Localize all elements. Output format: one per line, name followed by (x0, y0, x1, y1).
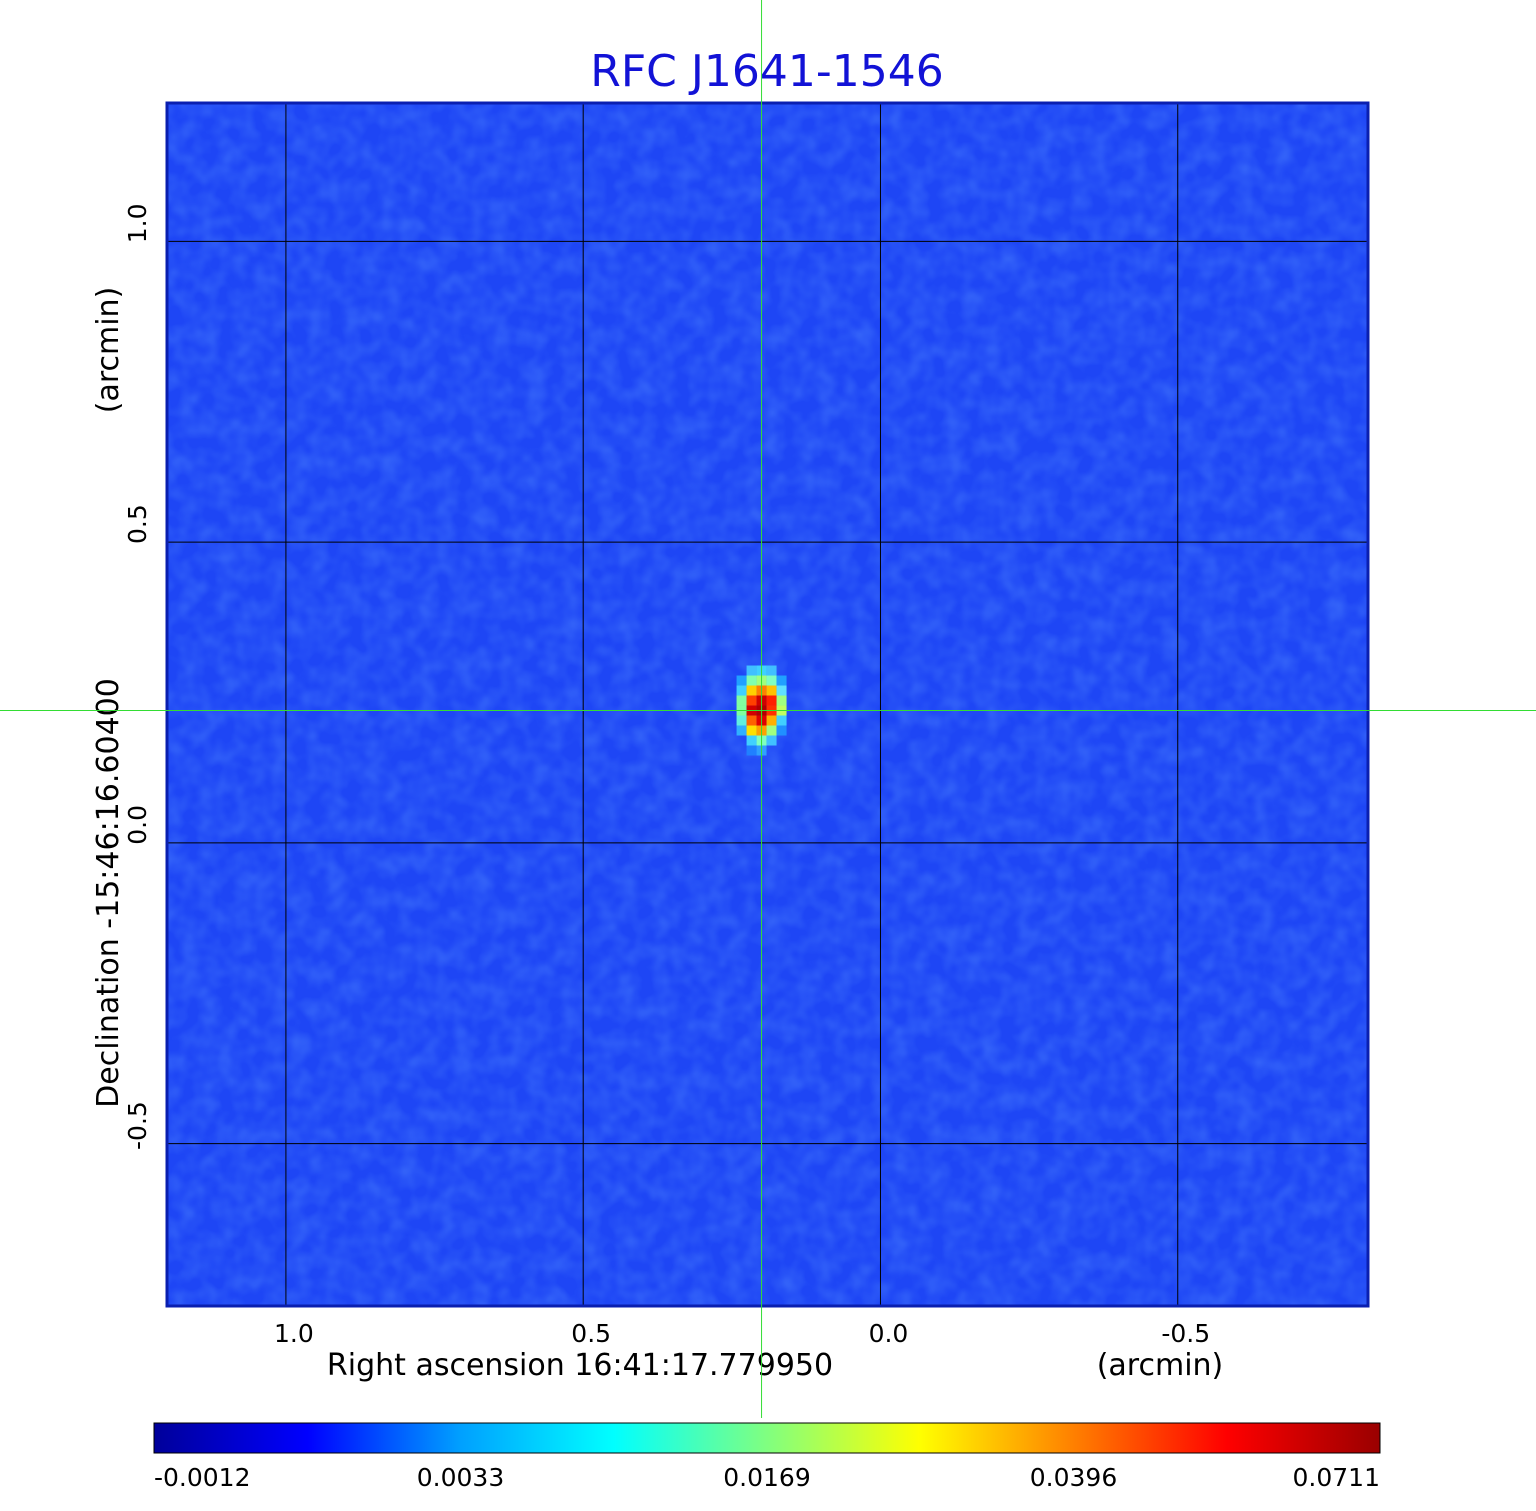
y-axis-unit: (arcmin) (91, 287, 126, 414)
x-tick-label: -0.5 (1161, 1319, 1210, 1348)
colorbar-tick-label: 0.0711 (1293, 1463, 1380, 1492)
source-pixel (746, 665, 757, 676)
source-pixel (746, 735, 757, 746)
x-axis-label: Right ascension 16:41:17.779950 (327, 1348, 833, 1383)
source-pixel (736, 695, 747, 706)
source-pixel (766, 665, 777, 676)
source-pixel (746, 685, 757, 696)
source-pixel (776, 685, 787, 696)
x-tick-label: 0.0 (869, 1319, 909, 1348)
source-pixel (736, 675, 747, 686)
x-axis-unit: (arcmin) (1097, 1348, 1224, 1383)
y-tick-label: 0.5 (123, 504, 152, 544)
y-tick-label: 1.0 (123, 203, 152, 243)
source-pixel (736, 685, 747, 696)
source-pixel (776, 695, 787, 706)
source-pixel (766, 715, 777, 726)
source-pixel (776, 715, 787, 726)
source-pixel (766, 685, 777, 696)
y-tick-label: 0.0 (123, 805, 152, 845)
source-pixel (746, 745, 757, 756)
x-tick-label: 1.0 (274, 1319, 314, 1348)
source-pixel (766, 695, 777, 706)
source-pixel (746, 725, 757, 736)
x-tick-label: 0.5 (571, 1319, 611, 1348)
source-pixel (766, 725, 777, 736)
colorbar: -0.0012 0.0033 0.0169 0.0396 0.0711 (153, 1422, 1381, 1492)
plot-area (165, 101, 1370, 1308)
chart-title: RFC J1641-1546 (590, 46, 943, 97)
colorbar-ticks: -0.0012 0.0033 0.0169 0.0396 0.0711 (154, 1463, 1380, 1492)
colorbar-tick-label: -0.0012 (154, 1463, 251, 1492)
grid-lines (167, 103, 1368, 1306)
y-tick-labels: 1.0 0.5 0.0 -0.5 (123, 203, 152, 1150)
colorbar-tick-label: 0.0169 (723, 1463, 810, 1492)
x-tick-labels: 1.0 0.5 0.0 -0.5 (274, 1319, 1210, 1348)
source-pixel (746, 675, 757, 686)
source-pixel (746, 695, 757, 706)
plot-frame (165, 101, 1370, 1308)
source-pixel (736, 715, 747, 726)
source-pixel (736, 725, 747, 736)
colorbar-tick-label: 0.0033 (417, 1463, 504, 1492)
source-pixel (766, 675, 777, 686)
y-tick-label: -0.5 (123, 1101, 152, 1150)
source-pixel (776, 675, 787, 686)
colorbar-gradient (153, 1422, 1381, 1454)
crosshair (0, 0, 1536, 1418)
source-pixel (776, 725, 787, 736)
source-pixel (766, 735, 777, 746)
source-pixel (746, 715, 757, 726)
colorbar-tick-label: 0.0396 (1030, 1463, 1117, 1492)
y-axis-label: Declination -15:46:16.60400 (91, 678, 126, 1108)
